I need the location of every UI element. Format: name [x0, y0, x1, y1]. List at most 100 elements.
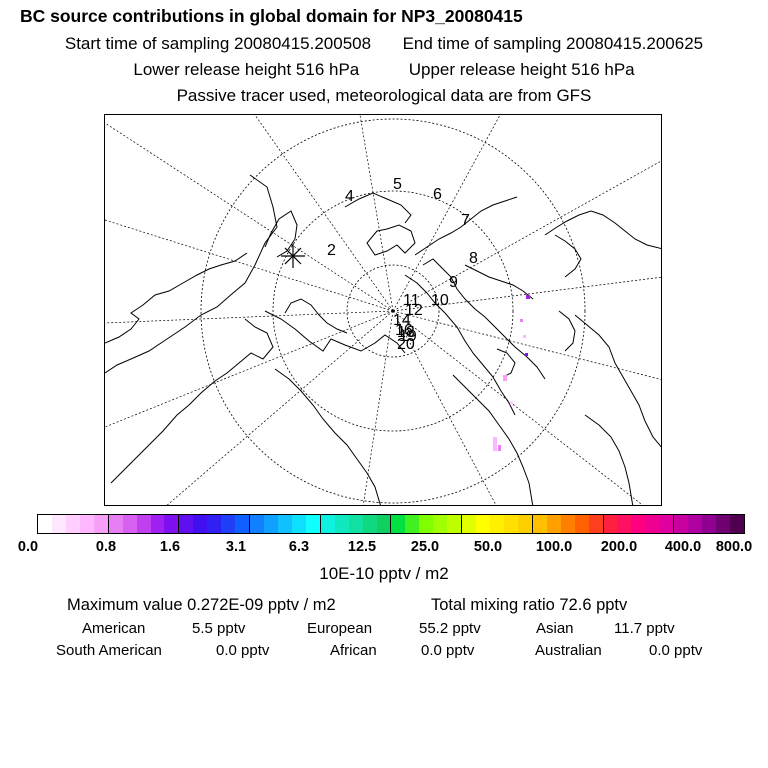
- trajectory-label: 19: [399, 328, 417, 345]
- colorbar-swatch: [264, 515, 278, 533]
- colorbar-swatch: [79, 515, 94, 533]
- trajectory-label: 11: [403, 292, 420, 309]
- start-time: Start time of sampling 20080415.200508: [64, 34, 372, 53]
- colorbar-swatch: [447, 515, 463, 533]
- colorbar-tick: 100.0: [535, 539, 573, 555]
- colorbar-swatch: [193, 515, 208, 533]
- trajectory-label: 9: [449, 274, 458, 291]
- meridians: [105, 115, 661, 505]
- trajectory-label: 10: [431, 292, 449, 309]
- colorbar-tick: 6.3: [288, 539, 310, 555]
- colorbar-swatch: [617, 515, 632, 533]
- colorbar-swatch: [462, 515, 477, 533]
- sampling-times: Start time of sampling 20080415.200508 E…: [0, 34, 768, 54]
- trajectory-label: 20: [397, 336, 415, 353]
- source-name: European: [307, 620, 373, 637]
- source-name: Australian: [535, 642, 602, 659]
- colorbar-swatch: [38, 515, 52, 533]
- colorbar-swatch: [235, 515, 251, 533]
- colorbar-swatch: [716, 515, 730, 533]
- source-name: American: [82, 620, 146, 637]
- colorbar-swatch: [376, 515, 392, 533]
- colorbar-swatch: [51, 515, 66, 533]
- polar-map: 2 4 5 6 7 8 9 10 11 12 14 16 18 19 20: [104, 114, 662, 506]
- source-value: 5.5 pptv: [192, 620, 246, 637]
- colorbar-units: 10E-10 pptv / m2: [319, 564, 449, 583]
- colorbar-tick: 50.0: [473, 539, 503, 555]
- end-time: End time of sampling 20080415.200625: [402, 34, 704, 53]
- colorbar-swatch: [348, 515, 363, 533]
- colorbar-tick: 0.0: [17, 539, 39, 555]
- colorbar-swatch: [320, 515, 335, 533]
- latitude-circles: [200, 118, 586, 504]
- colorbar-swatch: [93, 515, 109, 533]
- colorbar-swatch: [645, 515, 660, 533]
- map-title: BC source contributions in global domain…: [20, 6, 523, 26]
- colorbar-swatch: [419, 515, 434, 533]
- colorbar-tick: 3.1: [225, 539, 247, 555]
- colorbar-swatch: [503, 515, 518, 533]
- source-value: 55.2 pptv: [419, 620, 481, 637]
- release-site-marker: [281, 244, 305, 268]
- trajectory-label: 6: [433, 186, 442, 203]
- colorbar-swatch: [108, 515, 123, 533]
- colorbar-swatch: [729, 515, 744, 533]
- release-heights: Lower release height 516 hPa Upper relea…: [0, 60, 768, 80]
- colorbar-swatch: [391, 515, 406, 533]
- trajectory-label: 18: [397, 324, 415, 341]
- colorbar-swatch: [291, 515, 306, 533]
- colorbar-swatch: [277, 515, 292, 533]
- colorbar-swatch: [532, 515, 547, 533]
- colorbar-swatch: [164, 515, 180, 533]
- colorbar-swatch: [334, 515, 349, 533]
- colorbar: [37, 514, 745, 534]
- trajectory-label: 7: [461, 212, 470, 229]
- colorbar-tick: 1.6: [159, 539, 181, 555]
- colorbar-swatch: [221, 515, 236, 533]
- colorbar-tick: 200.0: [600, 539, 638, 555]
- source-name: South American: [56, 642, 162, 659]
- colorbar-swatch: [150, 515, 165, 533]
- colorbar-swatch: [136, 515, 151, 533]
- trajectory-label: 14: [393, 312, 411, 329]
- colorbar-swatch: [659, 515, 675, 533]
- colorbar-swatch: [688, 515, 703, 533]
- upper-release-height: Upper release height 516 hPa: [408, 60, 635, 79]
- contribution-patches: [493, 295, 530, 451]
- trajectory-label: 12: [405, 302, 423, 319]
- colorbar-swatch: [305, 515, 321, 533]
- source-name: African: [330, 642, 377, 659]
- colorbar-swatch: [250, 515, 264, 533]
- colorbar-swatch: [122, 515, 137, 533]
- colorbar-swatch: [560, 515, 575, 533]
- colorbar-swatch: [490, 515, 504, 533]
- colorbar-swatch: [631, 515, 646, 533]
- colorbar-swatch: [574, 515, 589, 533]
- source-name: Asian: [536, 620, 574, 637]
- colorbar-swatch: [588, 515, 604, 533]
- colorbar-swatch: [517, 515, 533, 533]
- source-value: 0.0 pptv: [421, 642, 475, 659]
- colorbar-swatch: [674, 515, 689, 533]
- colorbar-tick: 800.0: [715, 539, 753, 555]
- colorbar-tick: 12.5: [347, 539, 377, 555]
- colorbar-swatch: [207, 515, 222, 533]
- trajectory-label: 8: [469, 250, 478, 267]
- trajectory-label: 2: [327, 242, 336, 259]
- colorbar-tick: 25.0: [410, 539, 440, 555]
- colorbar-swatch: [476, 515, 490, 533]
- source-value: 0.0 pptv: [216, 642, 270, 659]
- colorbar-swatch: [546, 515, 561, 533]
- colorbar-swatch: [179, 515, 194, 533]
- colorbar-tick: 0.8: [95, 539, 117, 555]
- colorbar-swatch: [65, 515, 80, 533]
- trajectory-label: 5: [393, 176, 402, 193]
- colorbar-tick: 400.0: [664, 539, 702, 555]
- colorbar-swatch: [362, 515, 377, 533]
- tracer-note: Passive tracer used, meteorological data…: [176, 86, 592, 105]
- source-value: 0.0 pptv: [649, 642, 703, 659]
- colorbar-swatch: [702, 515, 716, 533]
- trajectory-label: 16: [395, 322, 413, 339]
- maximum-value: Maximum value 0.272E-09 pptv / m2: [67, 596, 336, 614]
- source-value: 11.7 pptv: [614, 620, 675, 637]
